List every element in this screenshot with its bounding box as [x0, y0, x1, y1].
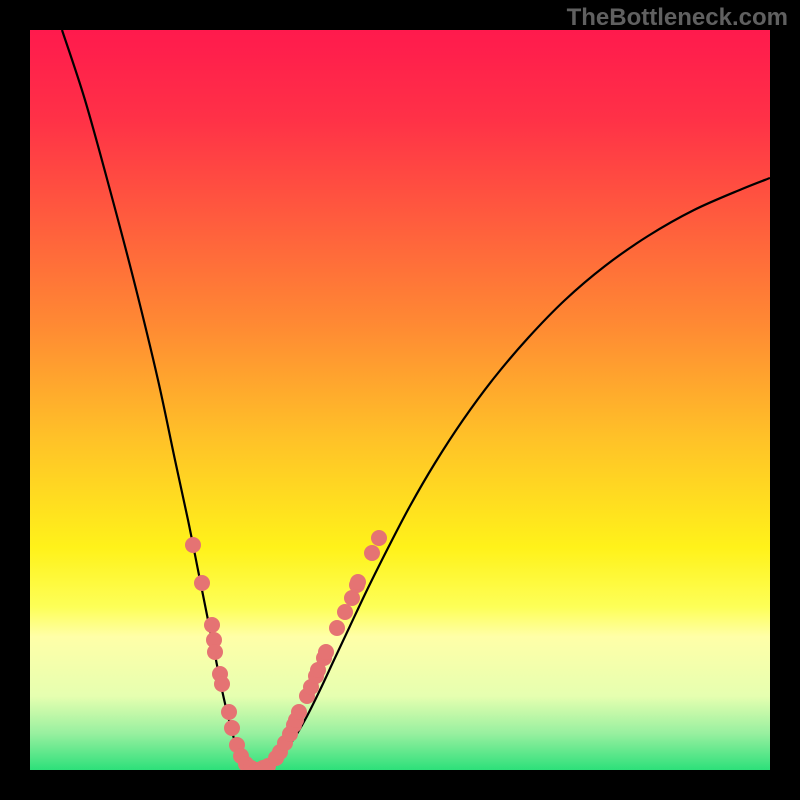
data-marker [194, 575, 210, 591]
chart-svg [0, 0, 800, 800]
data-marker [337, 604, 353, 620]
data-marker [185, 537, 201, 553]
data-marker [329, 620, 345, 636]
watermark-text: TheBottleneck.com [567, 4, 788, 32]
data-marker [371, 530, 387, 546]
data-marker [224, 720, 240, 736]
data-marker [350, 574, 366, 590]
data-marker [221, 704, 237, 720]
data-marker [291, 704, 307, 720]
data-marker [207, 644, 223, 660]
chart-container: TheBottleneck.com [0, 0, 800, 800]
data-marker [318, 644, 334, 660]
data-marker [214, 676, 230, 692]
data-marker [204, 617, 220, 633]
plot-area [30, 30, 770, 770]
data-marker [364, 545, 380, 561]
